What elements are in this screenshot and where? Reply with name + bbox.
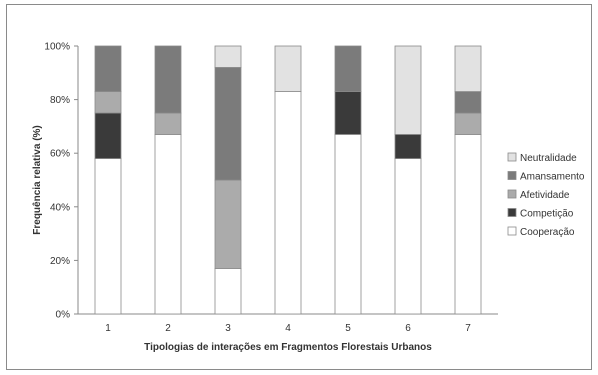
bar-segment-neutralidade — [394, 45, 422, 135]
x-tick-label: 1 — [105, 323, 111, 334]
bar-segment-afetividade — [454, 112, 482, 135]
bar-segment-competicao — [94, 112, 122, 159]
legend-label-competicao: Competição — [520, 209, 574, 220]
x-tick-label: 5 — [345, 323, 351, 334]
bar-segment-amansamento — [94, 45, 122, 92]
legend-label-cooperacao: Cooperação — [520, 227, 575, 238]
bars — [94, 45, 482, 315]
y-axis: 0% 20% 40% 60% 80% 100% — [44, 42, 79, 321]
y-tick-label: 20% — [50, 256, 70, 267]
bar-segment-cooperacao — [334, 134, 362, 315]
bar-segment-neutralidade — [454, 45, 482, 92]
x-axis-title: Tipologias de interações em Fragmentos F… — [144, 342, 432, 353]
x-tick-label: 3 — [225, 323, 231, 334]
y-tick-label: 60% — [50, 149, 70, 160]
bar-segment-cooperacao — [394, 158, 422, 315]
bar-segment-cooperacao — [154, 134, 182, 315]
x-tick-label: 4 — [285, 323, 291, 334]
legend-label-amansamento: Amansamento — [520, 172, 585, 183]
bar-segment-amansamento — [214, 67, 242, 181]
y-tick-label: 80% — [50, 95, 70, 106]
legend: Neutralidade Amansamento Afetividade Compet… — [507, 152, 585, 238]
legend-swatch-cooperacao — [507, 226, 517, 236]
legend-swatch-amansamento — [507, 171, 517, 180]
bar-segment-amansamento — [154, 45, 182, 114]
bar-segment-amansamento — [334, 45, 362, 92]
y-axis-title: Frequência relativa (%) — [32, 125, 43, 234]
legend-swatch-competicao — [507, 208, 517, 217]
bar-segment-cooperacao — [454, 134, 482, 315]
legend-label-neutralidade: Neutralidade — [520, 153, 577, 164]
bar-segment-cooperacao — [214, 268, 242, 315]
bar-segment-afetividade — [94, 91, 122, 114]
x-tick-label: 6 — [405, 323, 411, 334]
x-tick-label: 7 — [465, 323, 471, 334]
bar-segment-cooperacao — [94, 158, 122, 315]
x-tick-label: 2 — [165, 323, 171, 334]
bar-segment-afetividade — [154, 112, 182, 135]
y-tick-label: 100% — [44, 42, 70, 53]
legend-swatch-neutralidade — [507, 152, 517, 162]
y-tick-label: 40% — [50, 202, 70, 213]
bar-segment-neutralidade — [214, 45, 242, 68]
bar-segment-amansamento — [454, 91, 482, 114]
legend-swatch-afetividade — [507, 189, 517, 199]
bar-segment-neutralidade — [274, 45, 302, 92]
bar-segment-cooperacao — [274, 91, 302, 315]
y-tick-label: 0% — [56, 310, 71, 321]
legend-label-afetividade: Afetividade — [520, 190, 570, 201]
bar-segment-competicao — [394, 134, 422, 159]
bar-segment-competicao — [334, 91, 362, 135]
bar-segment-afetividade — [214, 179, 242, 269]
x-axis: 1 2 3 4 5 6 7 — [78, 313, 498, 334]
